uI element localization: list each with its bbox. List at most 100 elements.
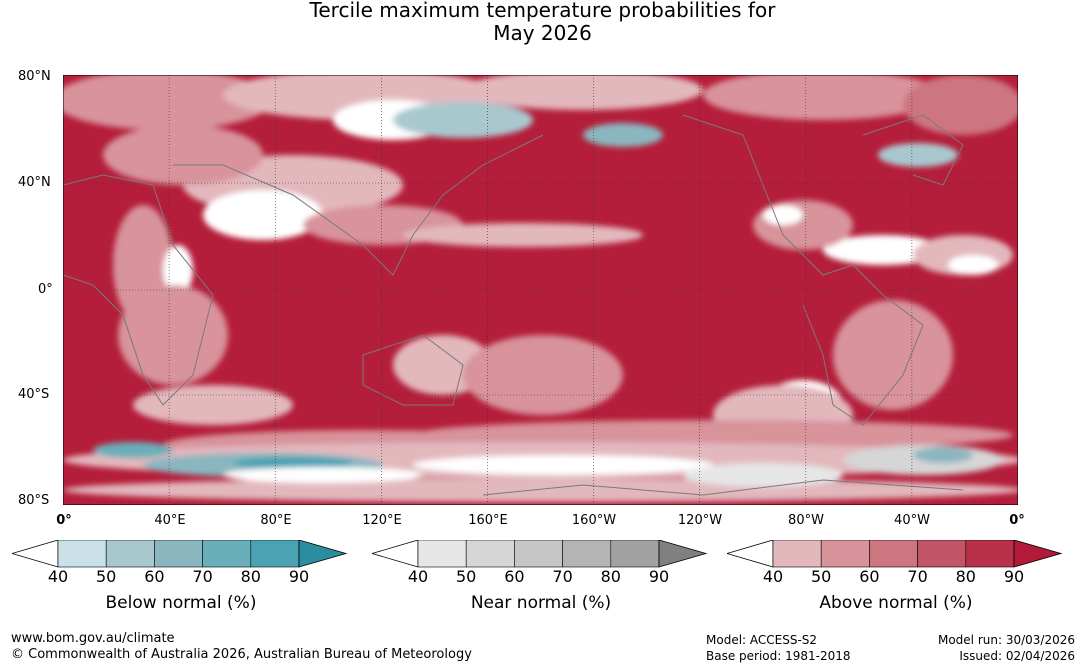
colorbar-label: Above normal (%) [819, 593, 973, 613]
probability-map [63, 75, 1018, 505]
colorbar-tick: 90 [288, 567, 310, 586]
probability-region [403, 223, 643, 247]
colorbar-tick: 70 [552, 567, 573, 586]
lon-label: 0° [56, 513, 72, 528]
probability-region [413, 455, 713, 475]
probability-region [878, 143, 958, 167]
issued-date: Issued: 02/04/2026 [959, 649, 1075, 663]
lon-label: 80°E [260, 513, 292, 528]
colorbar-segment [514, 540, 563, 568]
colorbar-segment [917, 540, 967, 568]
colorbar-label: Near normal (%) [470, 593, 612, 613]
website-link[interactable]: www.bom.gov.au/climate [11, 631, 175, 646]
probability-region [223, 467, 423, 483]
colorbar-segment [417, 540, 467, 568]
colorbar-low-extend [727, 540, 774, 568]
probability-region [103, 125, 263, 185]
colorbar-high-extend [298, 540, 348, 568]
lon-label: 120°W [677, 513, 723, 528]
probability-region [703, 75, 943, 120]
coastline [682, 114, 924, 426]
probability-region [948, 255, 998, 275]
colorbar-segment [772, 540, 822, 568]
lon-label: 120°E [362, 513, 402, 528]
colorbar-tick: 50 [96, 567, 117, 586]
probability-region [463, 335, 623, 415]
lat-label: 40°S [18, 387, 50, 402]
probability-region [63, 478, 1018, 502]
probability-region [233, 457, 353, 469]
colorbar-tick: 70 [907, 567, 928, 586]
coastline [63, 174, 214, 406]
lon-label: 160°W [571, 513, 617, 528]
colorbar-below [12, 540, 348, 568]
colorbar-segment [57, 540, 107, 568]
colorbar-segment [610, 540, 660, 568]
colorbar-tick: 90 [1003, 567, 1025, 586]
colorbar-segment [154, 540, 203, 568]
colorbar-segment [820, 540, 870, 568]
colorbar-tick: 60 [859, 567, 880, 586]
model-run-date: Model run: 30/03/2026 [937, 633, 1075, 647]
probability-region [93, 442, 173, 458]
colorbar-tick: 70 [192, 567, 213, 586]
colorbar-low-extend [12, 540, 59, 568]
probability-region [133, 385, 293, 425]
probability-region [683, 463, 843, 487]
colorbar-tick: 50 [456, 567, 477, 586]
coastline [482, 479, 964, 496]
probability-region [583, 123, 663, 147]
colorbar-tick: 40 [407, 567, 429, 586]
colorbar-tick: 80 [600, 567, 621, 586]
colorbar-segment [965, 540, 1015, 568]
probability-region [833, 300, 953, 410]
probability-region [393, 102, 533, 138]
lon-label: 80°W [788, 513, 824, 528]
probability-region [753, 200, 853, 250]
colorbar-high-extend [1013, 540, 1063, 568]
colorbar-tick: 60 [504, 567, 525, 586]
colorbar-segment [465, 540, 515, 568]
title-line-1: Tercile maximum temperature probabilitie… [309, 0, 776, 22]
probability-region [763, 205, 803, 225]
colorbar-tick: 40 [762, 567, 784, 586]
lat-label: 0° [38, 282, 53, 297]
probability-region [463, 75, 703, 110]
colorbar-segment [869, 540, 918, 568]
lon-label: 0° [1009, 513, 1025, 528]
lat-label: 40°N [18, 175, 51, 190]
colorbar-segment [202, 540, 252, 568]
colorbar-tick: 80 [240, 567, 261, 586]
probability-region [118, 285, 228, 385]
lat-label: 80°N [18, 69, 51, 84]
colorbar-segment [105, 540, 155, 568]
copyright: © Commonwealth of Australia 2026, Austra… [11, 647, 472, 662]
colorbar-tick: 40 [47, 567, 69, 586]
probability-region [63, 75, 273, 130]
base-period: Base period: 1981-2018 [706, 649, 851, 663]
colorbar-tick: 80 [955, 567, 976, 586]
colorbar-tick: 50 [811, 567, 832, 586]
coastline [862, 114, 964, 186]
colorbar-label: Below normal (%) [105, 593, 257, 613]
lat-label: 80°S [18, 493, 50, 508]
probability-region [913, 447, 973, 463]
colorbar-high-extend [658, 540, 708, 568]
lon-label: 40°W [894, 513, 930, 528]
lon-label: 40°E [154, 513, 186, 528]
probability-region [903, 75, 1018, 135]
colorbar-tick: 90 [648, 567, 670, 586]
colorbar-segment [250, 540, 300, 568]
coastline [173, 134, 544, 276]
probability-region [203, 190, 323, 240]
probability-region [823, 235, 943, 265]
colorbar-segment [562, 540, 612, 568]
colorbar-low-extend [372, 540, 419, 568]
probability-region [163, 245, 193, 295]
lon-label: 160°E [468, 513, 508, 528]
model-name: Model: ACCESS-S2 [706, 633, 818, 647]
colorbar-near [372, 540, 708, 568]
colorbar-above [727, 540, 1063, 568]
colorbar-tick: 60 [144, 567, 165, 586]
